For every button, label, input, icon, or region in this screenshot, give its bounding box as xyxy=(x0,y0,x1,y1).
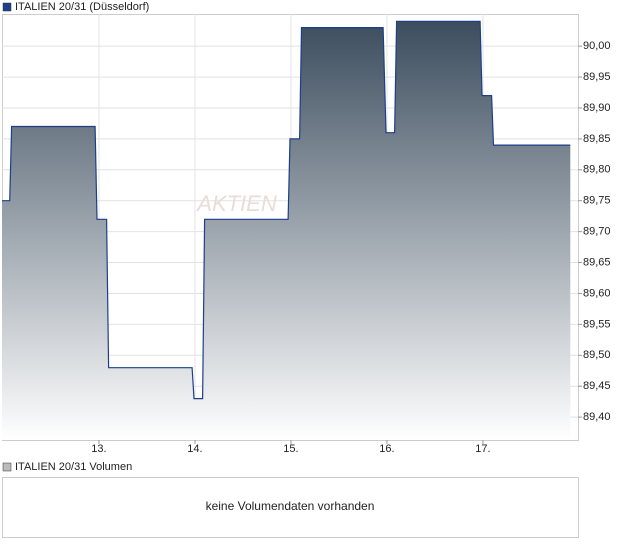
y-tick-label: 89,85 xyxy=(583,133,611,145)
x-tick-label: 14. xyxy=(187,443,202,455)
y-tick-label: 89,50 xyxy=(583,349,611,361)
x-tick-label: 15. xyxy=(283,443,298,455)
volume-frame xyxy=(2,477,579,538)
y-tick-label: 89,75 xyxy=(583,195,611,207)
y-tick-label: 89,55 xyxy=(583,318,611,330)
line xyxy=(2,20,571,400)
x-tick-label: 13. xyxy=(91,443,106,455)
legend-swatch xyxy=(2,462,12,472)
y-tick-label: 89,70 xyxy=(583,226,611,238)
legend-swatch xyxy=(2,2,12,12)
y-tick-label: 90,00 xyxy=(583,40,611,52)
y-tick-label: 89,45 xyxy=(583,380,611,392)
x-tick-label: 17. xyxy=(475,443,490,455)
legend-label: ITALIEN 20/31 Volumen xyxy=(15,461,132,473)
y-tick-label: 89,80 xyxy=(583,164,611,176)
watermark: AKTIEN xyxy=(195,191,277,216)
area xyxy=(2,21,571,441)
y-tick-label: 89,90 xyxy=(583,102,611,114)
y-tick-label: 89,40 xyxy=(583,411,611,423)
y-tick-label: 89,95 xyxy=(583,71,611,83)
y-tick-label: 89,60 xyxy=(583,287,611,299)
volume-message: keine Volumendaten vorhanden xyxy=(206,499,375,513)
y-tick-label: 89,65 xyxy=(583,256,611,268)
legend-label: ITALIEN 20/31 (Düsseldorf) xyxy=(15,1,149,13)
x-tick-label: 16. xyxy=(379,443,394,455)
